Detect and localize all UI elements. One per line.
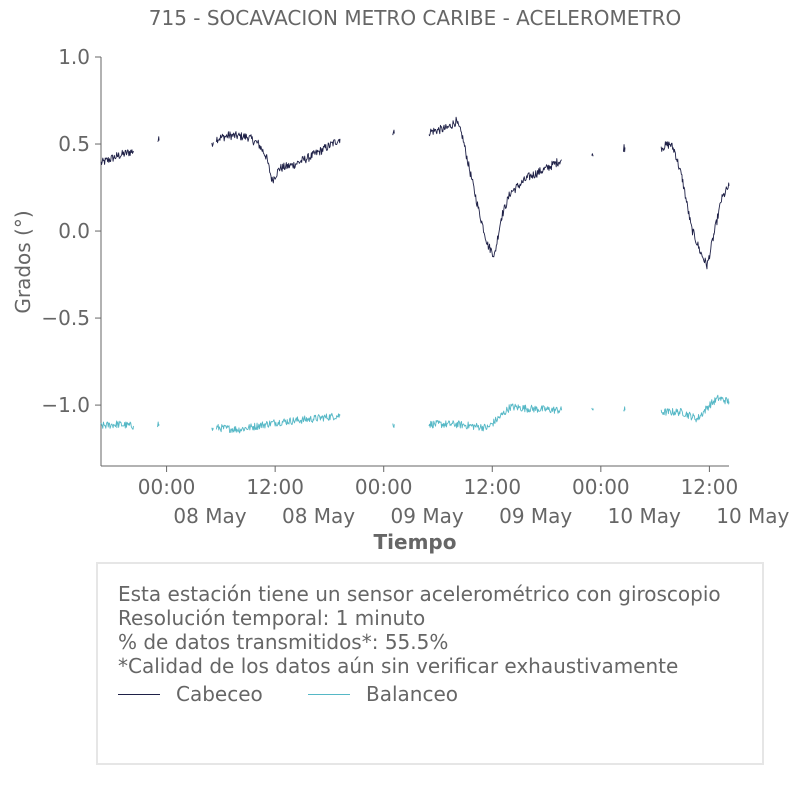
series-line-balanceo-segment-7 [623,406,626,412]
x-tick-time-label: 12:00 [246,475,304,499]
y-tick-label: 0.5 [58,132,90,156]
x-tick-date-label: 09 May [499,504,572,528]
x-tick-date-label: 10 May [716,504,789,528]
y-axis-label: Grados (°) [11,210,35,313]
info-resolution-text: Resolución temporal: 1 minuto [118,606,426,630]
chart-title: 715 - SOCAVACION METRO CARIBE - ACELEROM… [149,6,682,30]
x-tick-time-label: 00:00 [138,475,196,499]
legend-swatch-balanceo [308,694,350,695]
info-sensor-text: Esta estación tiene un sensor aceleromét… [118,582,721,606]
series-line-cabeceo-segment-2 [211,142,214,147]
y-ticks: 1.0 0.5 0.0 −0.5 −1.0 [41,45,101,417]
y-tick-label: −0.5 [41,306,90,330]
series-line-cabeceo-segment-7 [623,144,626,153]
series-line-cabeceo-segment-6 [591,153,594,157]
series-line-balanceo-segment-8 [660,394,730,423]
series-line-balanceo-segment-3 [215,412,341,434]
y-tick-label: −1.0 [41,393,90,417]
x-tick-date-label: 09 May [391,504,464,528]
x-axis-label: Tiempo [374,530,457,554]
legend-label-balanceo: Balanceo [366,682,459,706]
info-quality-text: *Calidad de los datos aún sin verificar … [118,654,679,678]
x-tick-time-label: 12:00 [681,475,739,499]
series-line-balanceo-segment-6 [591,407,594,411]
series-line-balanceo-segment-5 [428,403,563,432]
series-line-cabeceo-segment-8 [660,141,730,270]
series-line-cabeceo-segment-4 [392,129,395,136]
legend-swatch-cabeceo [118,694,160,695]
info-transmitted-text: % de datos transmitidos*: 55.5% [118,630,449,654]
info-box: Esta estación tiene un sensor aceleromét… [96,562,764,765]
chart: 715 - SOCAVACION METRO CARIBE - ACELEROM… [11,6,790,554]
x-tick-date-label: 08 May [173,504,246,528]
y-tick-label: 0.0 [58,219,90,243]
series-line-balanceo-segment-4 [392,423,395,428]
series-line-cabeceo-segment-1 [157,136,160,142]
legend-label-cabeceo: Cabeceo [176,682,263,706]
series-line-balanceo-segment-0 [100,420,134,430]
series-line-balanceo-segment-2 [211,427,214,431]
plot-area [100,116,730,434]
y-tick-label: 1.0 [58,45,90,69]
x-tick-time-label: 00:00 [572,475,630,499]
x-tick-time-label: 00:00 [355,475,413,499]
x-tick-time-label: 12:00 [463,475,521,499]
x-tick-date-label: 10 May [608,504,681,528]
series-line-balanceo-segment-1 [157,421,160,428]
series-line-cabeceo-segment-3 [215,131,341,184]
series-line-cabeceo-segment-5 [428,116,562,258]
series-line-cabeceo-segment-0 [100,149,134,166]
x-tick-date-label: 08 May [282,504,355,528]
